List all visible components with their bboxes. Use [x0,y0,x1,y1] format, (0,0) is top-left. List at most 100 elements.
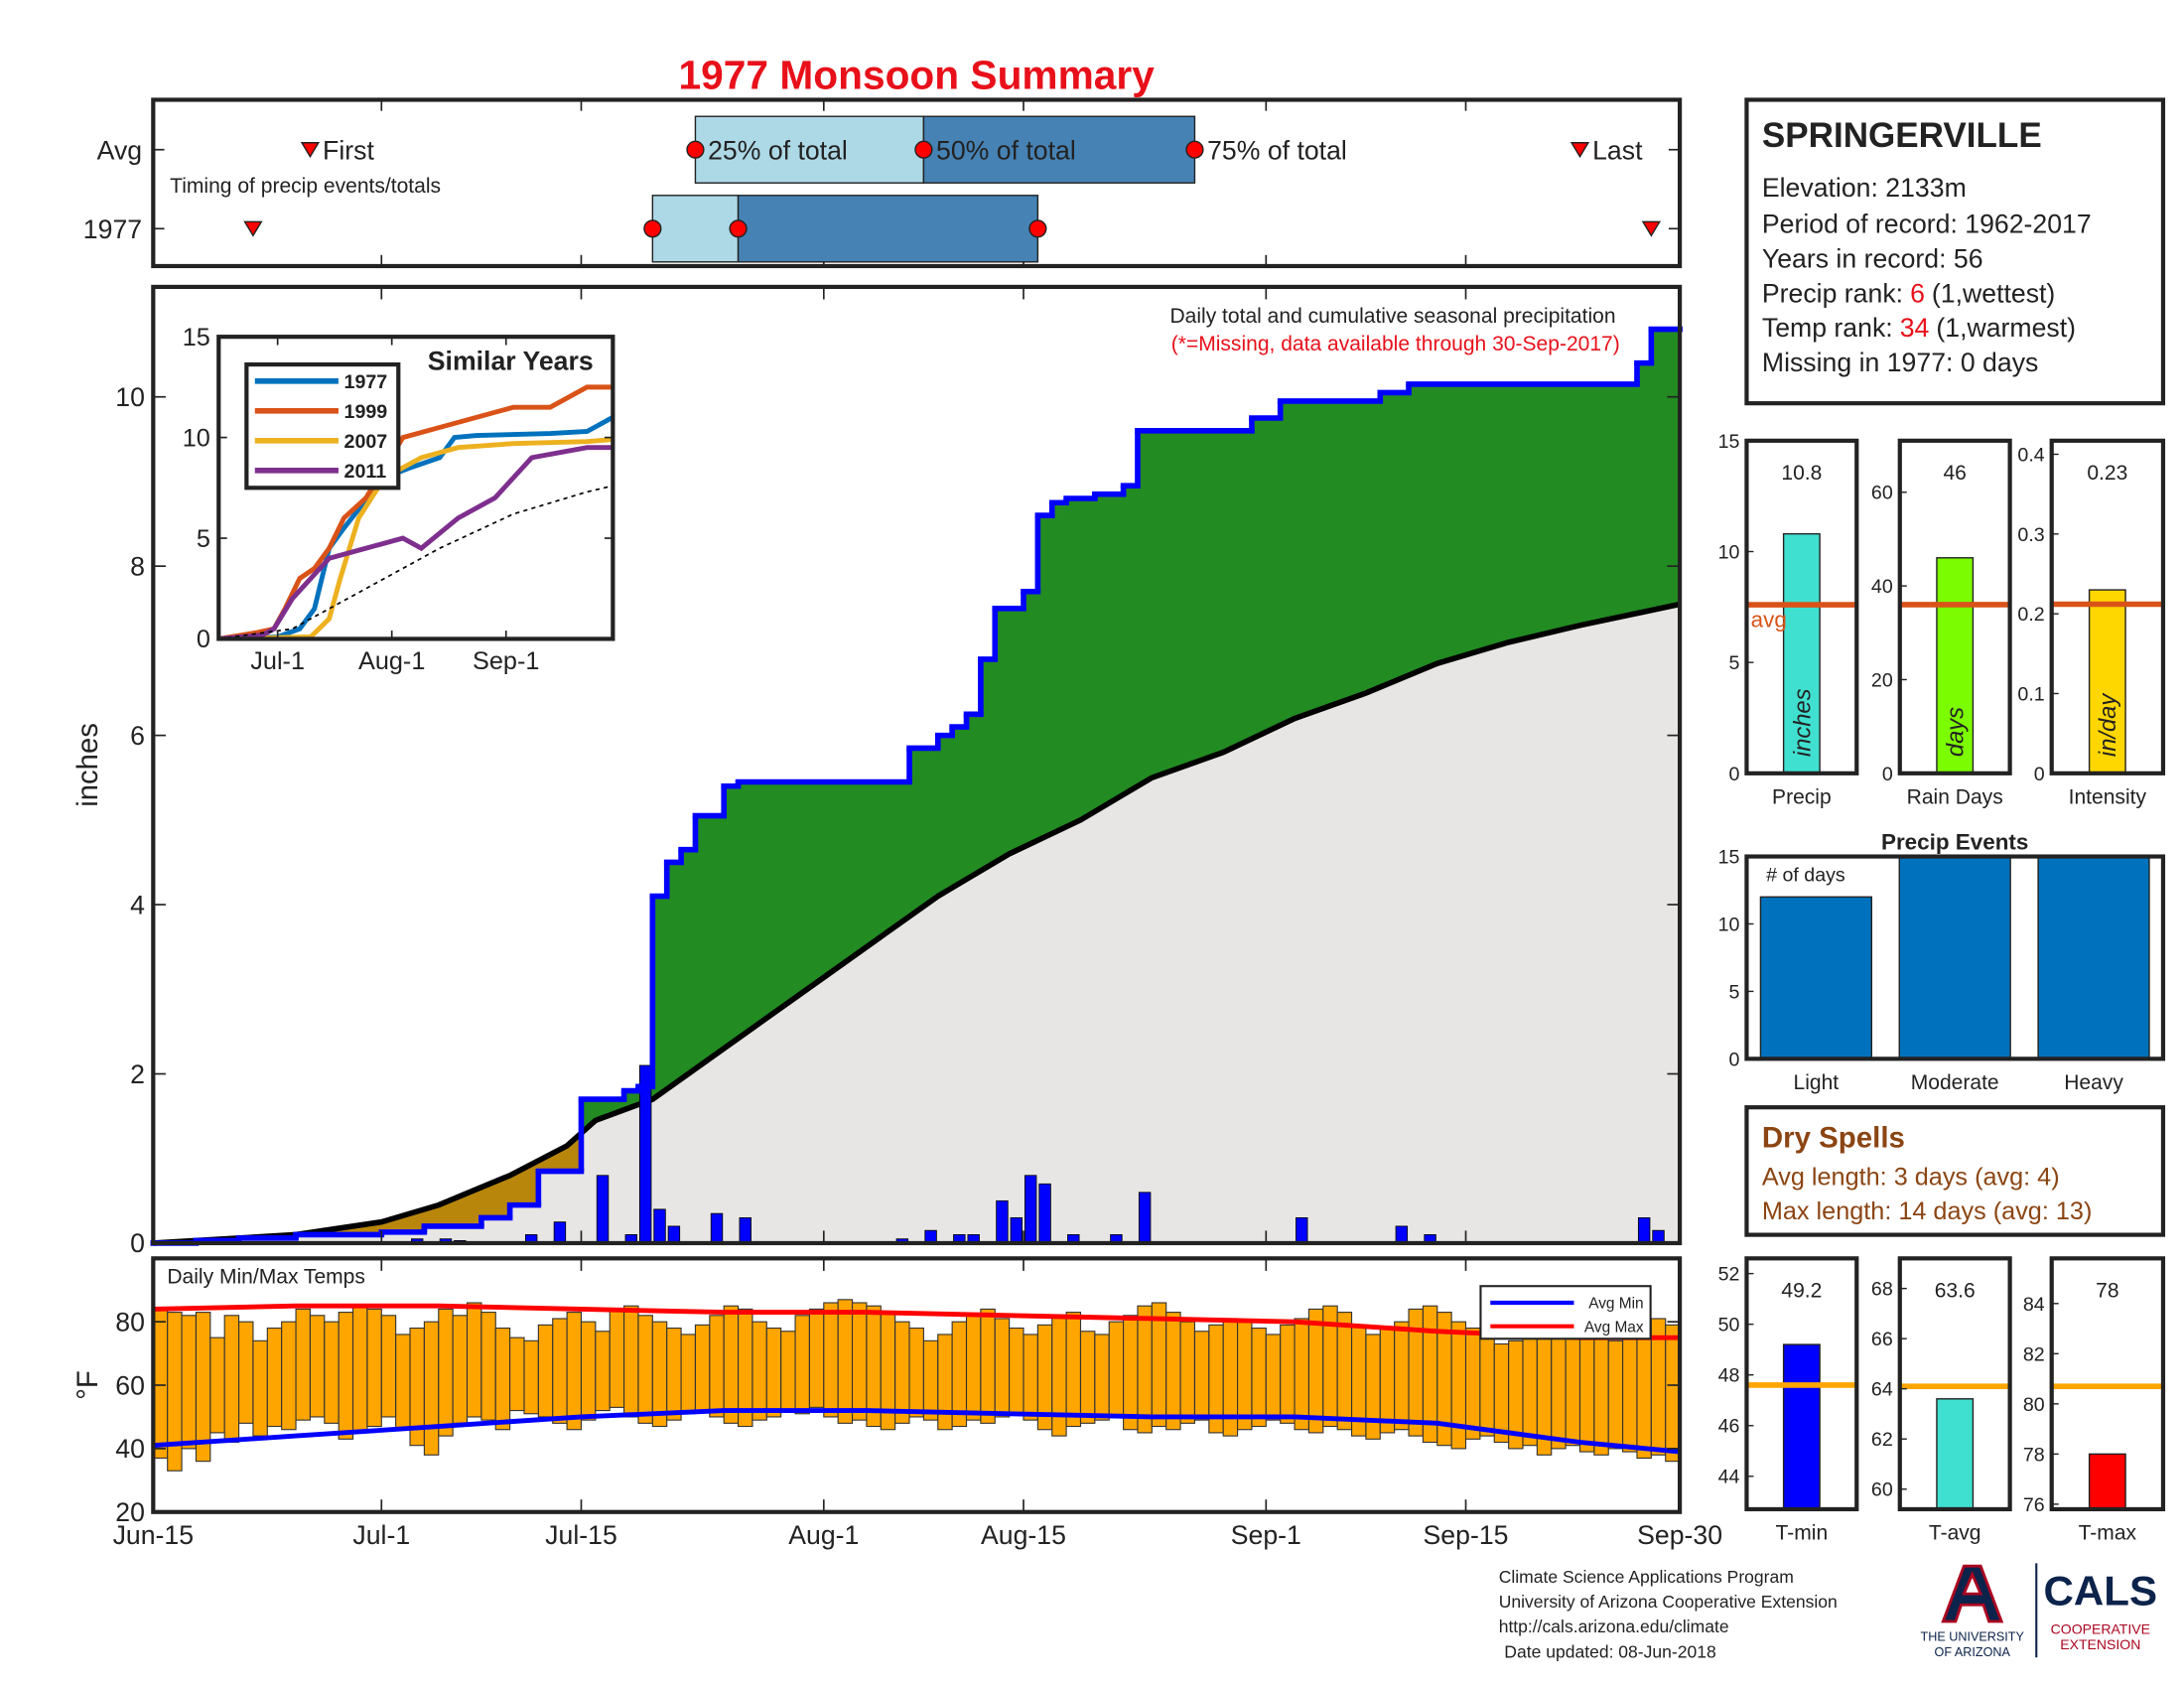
category-label: T-max [2079,1522,2137,1545]
bar [1759,896,1872,1059]
y-tick-label: 0 [1729,764,1740,785]
axes-frame [1744,1256,1859,1512]
axes-frame [1744,854,2166,1061]
daily-bar [1024,1175,1037,1244]
temp-bar [537,1324,554,1418]
axes-frame [1897,1256,2012,1512]
logo-cals: CALS [2044,1567,2158,1614]
x-tick-label: Jul-1 [250,647,305,675]
temp-bar [338,1312,354,1440]
y-tick-label: 46 [1718,1416,1740,1438]
temp-bar [1294,1318,1309,1431]
temp-bar [423,1321,440,1456]
annotation: Daily total and cumulative seasonal prec… [1169,305,1615,328]
footer-line: University of Arizona Cooperative Extens… [1499,1592,1838,1612]
chart-title: Precip Events [1881,830,2028,855]
temp-bar [1065,1312,1082,1428]
x-tick-label: Sep-1 [1231,1520,1301,1550]
event-marker [1641,220,1662,237]
timing-note: Timing of precip events/totals [170,175,441,198]
daily-bar [1296,1216,1308,1244]
temp-bar [823,1302,839,1418]
legend-label: 2011 [344,461,387,483]
y-tick-label: 76 [2023,1494,2045,1516]
timing-label: Last [1592,136,1643,166]
rank-value: 6 [1910,278,1925,308]
quartile-box [694,115,925,184]
temp-bar [623,1305,639,1418]
temp-bar [580,1321,597,1421]
value-label: 46 [1943,462,1966,485]
y-tick-label: 78 [2023,1444,2045,1466]
value-label: 10.8 [1781,462,1822,485]
temp-bar [1094,1334,1110,1421]
temp-bar [1365,1334,1381,1440]
dry-spells-line: Avg length: 3 days (avg: 4) [1762,1163,2060,1191]
x-tick-label: Sep-1 [473,647,539,675]
event-marker [300,142,321,159]
temp-bar [351,1305,368,1434]
event-marker [243,220,263,237]
y-tick-label: 20 [1871,669,1893,691]
station-line: Elevation: 2133m [1762,173,1967,203]
value-label: 0.23 [2087,462,2127,485]
temp-rank: Temp rank: 34 (1,warmest) [1762,313,2076,343]
temp-bar [195,1312,211,1463]
bar [1898,856,2011,1059]
annotation-note: (*=Missing, data available through 30-Se… [1171,333,1620,355]
rank-label: Temp rank: [1762,313,1893,343]
legend-label: Avg Max [1584,1319,1644,1336]
temp-bar [908,1328,924,1418]
logo-letter [1941,1564,2004,1623]
plot-area [153,1299,1681,1472]
page-title: 1977 Monsoon Summary [679,52,1156,97]
temp-bar [794,1315,810,1415]
category-label: Precip [1772,786,1832,809]
y-tick-label: 6 [130,721,145,751]
rank-value: 34 [1900,313,1930,343]
temp-bar [223,1315,240,1444]
temp-bar [238,1321,254,1424]
unit-label: days [1943,707,1970,757]
y-tick-label: 0 [197,626,210,653]
quartile-marker [729,219,748,238]
temp-bar [837,1299,854,1424]
temp-bar [523,1339,539,1415]
daily-bar [667,1225,681,1244]
axes-frame [151,97,1683,269]
stat-bar [1936,557,1975,774]
y-tick-label: 64 [1871,1379,1893,1401]
plot-area [1899,557,2010,774]
temp-bar [266,1328,283,1428]
line [153,601,1681,1246]
temp-bar [1108,1321,1125,1418]
temp-bar [694,1324,711,1412]
daily-bar [653,1208,666,1244]
quartile-box [651,195,740,263]
y-tick-label: 48 [1718,1365,1740,1387]
y-tick-label: 44 [1718,1467,1740,1488]
daily-bar [1038,1183,1051,1244]
y-tick-label: 5 [197,525,210,553]
unit-label: in/day [2095,692,2121,757]
temp-bar [181,1315,198,1450]
temp-bar [1023,1334,1038,1421]
y-tick-label: 10 [183,424,210,452]
y-tick-label: 50 [1718,1315,1740,1336]
temp-bar [494,1328,511,1431]
temp-bar [709,1315,725,1418]
rank-label: Precip rank: [1762,278,1903,308]
y-tick-label: 80 [115,1308,145,1337]
temp-bar [994,1318,1011,1418]
y-tick-label: 8 [130,552,145,582]
inset-title: Similar Years [428,347,594,376]
daily-bar [1395,1225,1409,1244]
temp-bar [1123,1315,1139,1431]
line [153,1408,1681,1455]
value-label: 63.6 [1935,1279,1976,1302]
temp-bar [780,1331,796,1412]
daily-bar [996,1199,1009,1244]
line [153,1303,1681,1340]
